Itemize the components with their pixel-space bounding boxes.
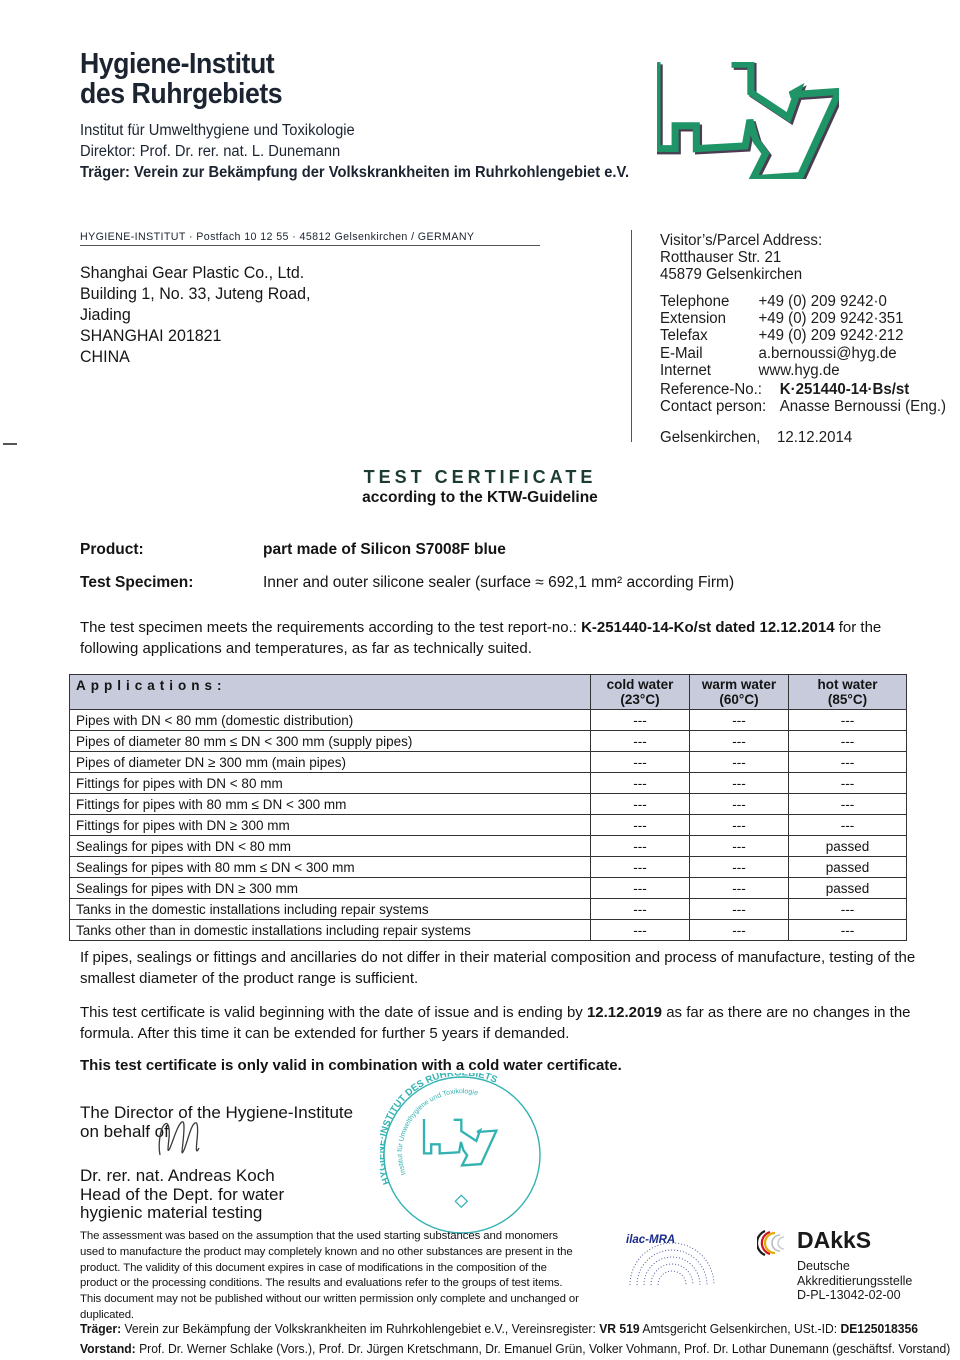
svg-text:Institut für Umwelthygiene und: Institut für Umwelthygiene und Toxikolog… bbox=[397, 1088, 479, 1176]
svg-text:ilac-MRA: ilac-MRA bbox=[626, 1234, 675, 1246]
